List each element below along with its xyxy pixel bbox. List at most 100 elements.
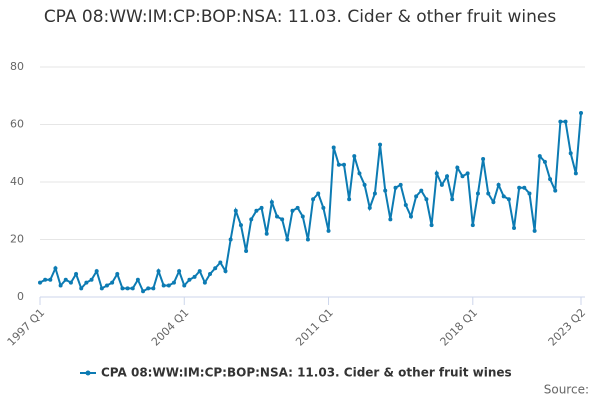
- point: [259, 205, 264, 210]
- point: [542, 159, 547, 164]
- point: [280, 217, 285, 222]
- point: [192, 274, 197, 279]
- point: [414, 194, 419, 199]
- point: [295, 205, 300, 210]
- point: [424, 197, 429, 202]
- point: [223, 269, 228, 274]
- point: [367, 205, 372, 210]
- point: [151, 286, 156, 291]
- point: [130, 286, 135, 291]
- point: [182, 283, 187, 288]
- point: [517, 185, 522, 190]
- point: [383, 188, 388, 193]
- point: [403, 203, 408, 207]
- point: [290, 208, 295, 213]
- point: [238, 223, 243, 228]
- x-tick-label: 2018 Q1: [438, 306, 481, 349]
- point: [475, 191, 480, 196]
- point: [208, 272, 213, 276]
- y-tick-label: 20: [10, 233, 24, 246]
- y-tick-label: 80: [10, 60, 24, 73]
- point: [522, 185, 527, 190]
- point: [579, 111, 583, 115]
- point: [470, 223, 475, 228]
- point: [316, 191, 321, 196]
- point: [156, 269, 161, 274]
- point: [244, 249, 249, 253]
- point: [357, 171, 362, 176]
- point: [408, 214, 413, 219]
- point: [166, 283, 171, 288]
- point: [228, 237, 233, 242]
- point: [512, 226, 517, 230]
- point: [501, 194, 506, 199]
- point: [48, 277, 53, 282]
- point: [445, 174, 450, 179]
- point: [434, 171, 439, 176]
- point: [74, 272, 79, 276]
- point: [532, 228, 537, 233]
- point: [419, 188, 424, 193]
- point: [429, 223, 434, 228]
- point: [94, 269, 99, 274]
- point: [177, 269, 182, 274]
- point: [362, 182, 367, 187]
- point: [141, 289, 146, 294]
- point: [558, 119, 563, 124]
- point: [465, 171, 470, 176]
- point: [311, 197, 316, 202]
- point: [388, 217, 393, 222]
- x-tick-label: 2004 Q1: [149, 306, 192, 349]
- point: [563, 119, 568, 124]
- point: [285, 237, 290, 242]
- point: [450, 197, 455, 202]
- point: [347, 197, 352, 202]
- point: [115, 272, 120, 276]
- point: [481, 157, 486, 161]
- point: [460, 174, 465, 179]
- x-tick-label: 2011 Q1: [293, 306, 336, 349]
- point: [506, 197, 511, 202]
- point: [43, 277, 48, 282]
- x-tick-label: 1997 Q1: [5, 306, 48, 349]
- point: [269, 200, 274, 205]
- point: [372, 191, 377, 196]
- point: [573, 171, 578, 176]
- point: [548, 177, 553, 182]
- point: [233, 208, 238, 213]
- y-tick-label: 60: [10, 118, 24, 131]
- point: [305, 237, 310, 242]
- point: [171, 280, 176, 285]
- point: [104, 283, 109, 288]
- point: [68, 280, 73, 285]
- point: [378, 142, 383, 147]
- point: [300, 214, 305, 219]
- y-tick-label: 0: [17, 290, 24, 303]
- chart-title: CPA 08:WW:IM:CP:BOP:NSA: 11.03. Cider & …: [43, 7, 557, 27]
- point: [89, 277, 94, 282]
- point: [53, 266, 58, 271]
- point: [161, 283, 166, 288]
- point: [202, 280, 207, 285]
- point: [135, 277, 140, 282]
- point: [331, 145, 336, 150]
- point: [393, 185, 398, 190]
- point: [537, 154, 542, 159]
- point: [58, 283, 63, 288]
- point: [125, 286, 130, 291]
- y-tick-label: 40: [10, 175, 24, 188]
- point: [321, 205, 326, 210]
- legend-label: CPA 08:WW:IM:CP:BOP:NSA: 11.03. Cider & …: [101, 366, 512, 380]
- point: [120, 286, 125, 291]
- point: [213, 266, 218, 271]
- point: [84, 280, 89, 285]
- point: [352, 154, 357, 159]
- point: [99, 286, 104, 291]
- point: [197, 269, 202, 274]
- point: [63, 277, 68, 282]
- point: [568, 151, 573, 156]
- series-line: [39, 112, 582, 293]
- point: [38, 280, 42, 285]
